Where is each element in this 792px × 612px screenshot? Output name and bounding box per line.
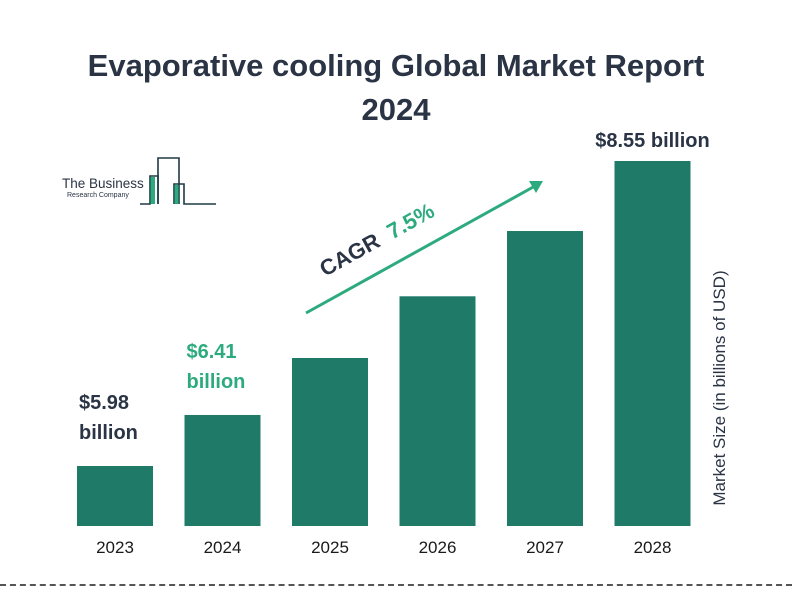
y-axis-label: Market Size (in billions of USD) (710, 270, 729, 505)
logo-text-primary: The Business (62, 176, 144, 191)
data-label-2028: $8.55 billion (595, 130, 709, 152)
cagr-arrow-line (305, 184, 536, 315)
bar-2023 (77, 466, 153, 526)
company-logo: The Business Research Company (58, 156, 228, 212)
x-tick-label-2023: 2023 (96, 538, 134, 557)
logo-text-secondary: Research Company (67, 192, 129, 199)
bar-2028 (614, 161, 691, 526)
bar-2024 (184, 414, 261, 526)
chart-title-line1: Evaporative cooling Global Market Report (87, 48, 705, 83)
chart-title: Evaporative cooling Global Market Report… (0, 44, 792, 132)
bar-2027 (507, 231, 583, 526)
logo-buildings-icon (140, 157, 216, 205)
data-label-2024: $6.41 billion (187, 341, 246, 393)
footer-divider (0, 584, 792, 586)
data-label-2023: $5.98 billion (79, 392, 138, 444)
x-tick-label-2026: 2026 (419, 538, 457, 557)
bar-2025 (292, 358, 368, 526)
chart-title-line2: 2024 (361, 92, 431, 127)
x-tick-label-2025: 2025 (311, 538, 349, 557)
x-tick-label-2028: 2028 (634, 538, 672, 557)
cagr-value: 7.5% (383, 198, 439, 244)
cagr-arrow-head (529, 181, 543, 193)
x-tick-label-2024: 2024 (204, 538, 242, 557)
svg-text:CAGR 7.5%: CAGR 7.5% (315, 198, 438, 281)
bar-2026 (399, 296, 476, 526)
cagr-label: CAGR (315, 228, 384, 281)
x-tick-label-2027: 2027 (526, 538, 564, 557)
